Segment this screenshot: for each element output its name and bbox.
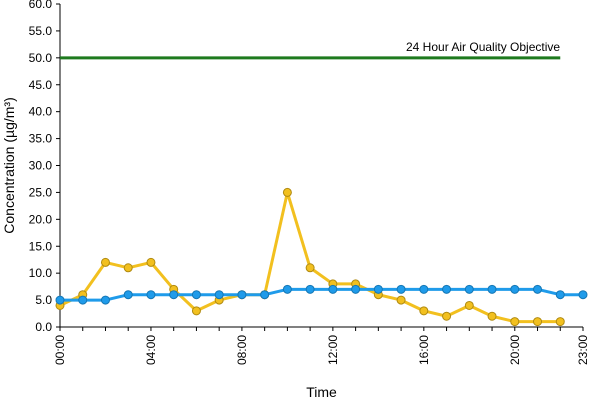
data-point (419, 306, 429, 316)
data-point (555, 290, 565, 300)
y-tick-label: 5.0 (35, 293, 52, 307)
series-2-line (60, 287, 583, 302)
y-tick-label: 0.0 (35, 320, 52, 334)
data-point (351, 284, 361, 294)
y-tick-label: 50.0 (29, 51, 53, 65)
x-tick-label: 08:00 (235, 335, 249, 365)
x-axis-title: Time (306, 384, 337, 400)
y-tick-label: 40.0 (29, 105, 53, 119)
y-tick-label: 10.0 (29, 266, 53, 280)
x-tick-label: 04:00 (144, 335, 158, 365)
data-point (487, 311, 497, 321)
data-point (100, 295, 110, 305)
data-point (396, 284, 406, 294)
reference-line-group: 24 Hour Air Quality Objective (60, 40, 560, 60)
data-point (464, 284, 474, 294)
series-2 (55, 284, 588, 305)
data-point (123, 290, 133, 300)
y-tick-label: 30.0 (29, 159, 53, 173)
data-point (510, 317, 520, 327)
x-tick-label: 16:00 (417, 335, 431, 365)
data-point (191, 290, 201, 300)
data-point (578, 290, 588, 300)
data-point (282, 284, 292, 294)
y-tick-label: 35.0 (29, 132, 53, 146)
data-point (55, 295, 65, 305)
data-point (146, 257, 156, 267)
data-point (442, 284, 452, 294)
data-point (260, 290, 270, 300)
data-point (305, 263, 315, 273)
data-point (555, 317, 565, 327)
data-point (191, 306, 201, 316)
series-group (55, 187, 588, 327)
data-point (214, 290, 224, 300)
data-point (123, 263, 133, 273)
y-axis-ticks: 0.0 5.0 10.0 15.0 20.0 25.0 30.0 35.0 40.0 45.0 50… (29, 0, 60, 334)
y-tick-label: 15.0 (29, 239, 53, 253)
x-tick-label: 00:00 (53, 335, 67, 365)
data-point (487, 284, 497, 294)
data-point (305, 284, 315, 294)
data-point (419, 284, 429, 294)
data-point (373, 284, 383, 294)
data-point (169, 290, 179, 300)
data-point (282, 187, 292, 197)
y-tick-label: 55.0 (29, 24, 53, 38)
data-point (442, 311, 452, 321)
y-tick-label: 20.0 (29, 212, 53, 226)
x-axis-ticks: 00:00 04:00 08:00 12:00 16:00 20:00 23:00 (53, 327, 590, 365)
air-quality-objective-label: 24 Hour Air Quality Objective (406, 40, 560, 54)
data-point (510, 284, 520, 294)
data-point (396, 295, 406, 305)
x-tick-label: 20:00 (508, 335, 522, 365)
data-point (146, 290, 156, 300)
x-tick-label: 12:00 (326, 335, 340, 365)
y-axis-title: Concentration (µg/m³) (1, 97, 17, 233)
series-1-line (59, 190, 561, 324)
y-tick-label: 60.0 (29, 0, 53, 11)
x-tick-label: 23:00 (576, 335, 590, 365)
data-point (237, 290, 247, 300)
data-point (328, 284, 338, 294)
y-tick-label: 25.0 (29, 185, 53, 199)
data-point (533, 317, 543, 327)
data-point (78, 295, 88, 305)
y-tick-label: 45.0 (29, 78, 53, 92)
data-point (464, 300, 474, 310)
series-1 (55, 187, 565, 327)
data-point (100, 257, 110, 267)
data-point (533, 284, 543, 294)
